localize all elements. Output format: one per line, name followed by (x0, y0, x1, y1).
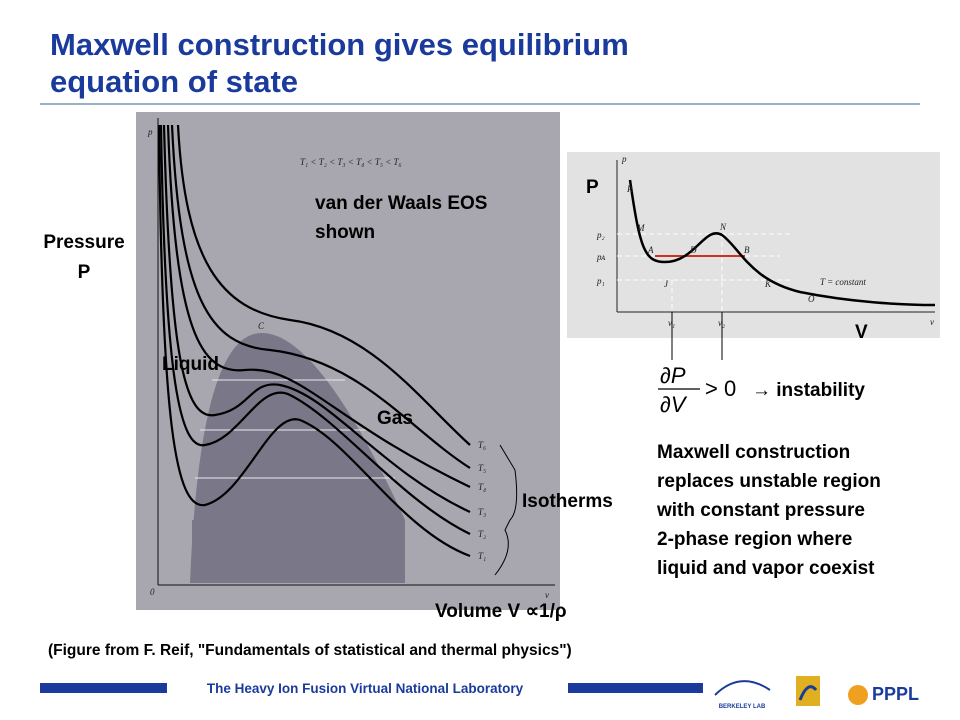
equation-rel: > 0 (705, 376, 736, 401)
point-label: B (744, 245, 750, 255)
explanation: liquid and vapor coexist (657, 558, 875, 579)
liquid-label: Liquid (162, 354, 219, 375)
dome-base (192, 520, 405, 583)
isotherm (157, 124, 471, 558)
isotherm-label: T₁ (478, 551, 486, 561)
pppl-logo: PPPL (872, 684, 919, 704)
explanation: with constant pressure (656, 500, 865, 521)
v-label: V (855, 322, 868, 343)
point-label: N (719, 222, 727, 232)
isotherms (157, 124, 471, 558)
logo (796, 676, 820, 706)
citation: (Figure from F. Reif, "Fundamentals of s… (48, 642, 572, 659)
point-label: D (689, 245, 697, 255)
pppl-star (848, 685, 868, 705)
isotherm (162, 124, 471, 513)
eos-label: van der Waals EOS (315, 193, 487, 214)
axis-label: v (930, 317, 934, 327)
isotherm-brace (494, 444, 518, 576)
point-label: M (636, 223, 645, 233)
gas-label: Gas (377, 408, 413, 429)
pressure-tick: p₂ (596, 230, 605, 240)
logo-mark (798, 685, 818, 701)
isotherms-label: Isotherms (522, 491, 613, 512)
explanation: Maxwell construction (657, 442, 850, 463)
figure-bg (567, 152, 940, 338)
footer-bar (568, 683, 703, 693)
title: equation of state (50, 64, 298, 99)
axis-label: p (147, 127, 153, 137)
isotherm (176, 124, 471, 446)
instability: → instability (752, 380, 865, 401)
explanation: 2-phase region where (657, 529, 852, 550)
point-label: A (647, 245, 654, 255)
point-label: O (808, 294, 815, 304)
point-label: J (664, 279, 669, 289)
point-label: R (626, 184, 633, 194)
pressure-tick: pᴀ (596, 252, 606, 262)
volume-label: Volume V ∝1/ρ (435, 601, 567, 622)
logo-arc (714, 680, 771, 696)
berkeley-logo: BERKELEY LAB (719, 704, 766, 710)
pressure-label: P (78, 262, 91, 283)
axis-label: v (545, 590, 549, 600)
temperature-order: T₁ < T₂ < T₃ < T₄ < T₅ < T₆ (300, 157, 402, 167)
isotherm (159, 124, 471, 535)
isotherm-label: T₆ (478, 440, 486, 450)
tie-lines (195, 379, 395, 479)
constant-label: T = constant (820, 277, 866, 287)
critical-point: C (258, 321, 265, 331)
isotherm-label: T₃ (478, 507, 486, 517)
footer-bar (40, 683, 167, 693)
eos-label: shown (315, 222, 375, 243)
axis-label: 0 (150, 587, 155, 597)
footer-text: The Heavy Ion Fusion Virtual National La… (207, 681, 524, 696)
point-label: K (764, 279, 772, 289)
isotherm (170, 124, 471, 469)
equation-num: ∂P (660, 363, 686, 388)
equation-den: ∂V (660, 392, 688, 417)
isotherm-label: T₄ (478, 482, 486, 492)
axis-label: p (621, 154, 627, 164)
isotherm (628, 179, 936, 307)
title: Maxwell construction gives equilibrium (50, 27, 629, 62)
explanation: replaces unstable region (657, 471, 881, 492)
pressure-label: Pressure (43, 232, 124, 253)
isotherm-label: T₅ (478, 463, 486, 473)
pressure-tick: p₁ (596, 276, 605, 286)
p-label: P (586, 177, 599, 198)
isotherm (166, 124, 471, 488)
isotherm-label: T₂ (478, 529, 486, 539)
